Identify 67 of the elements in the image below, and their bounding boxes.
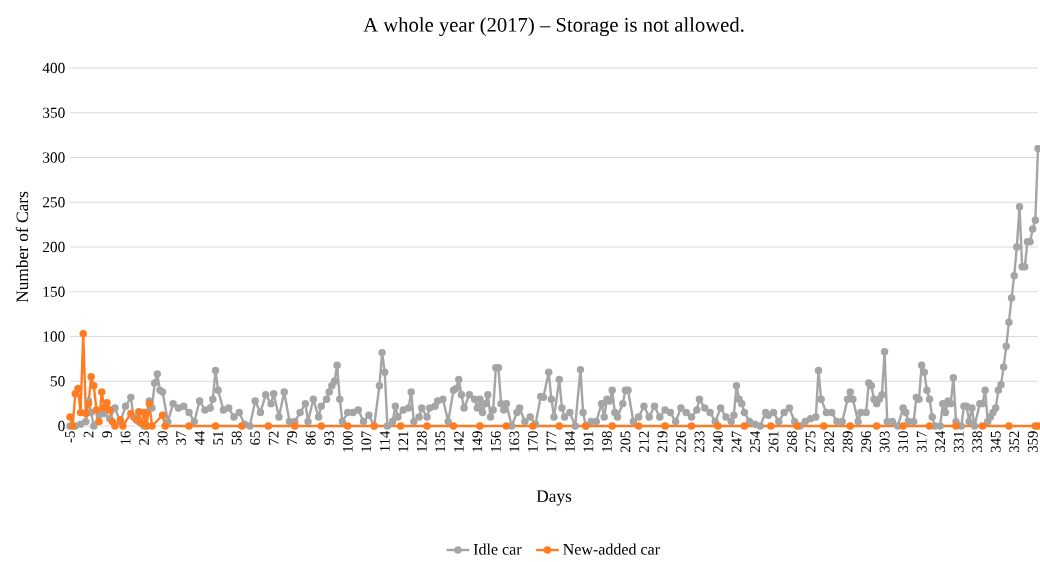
- x-tick-label: 240: [713, 431, 723, 453]
- x-tick-label: 86: [305, 431, 316, 445]
- x-tick-label: 359: [1027, 431, 1038, 452]
- x-tick-label: 268: [787, 431, 797, 453]
- legend-label: New-added car: [563, 543, 660, 555]
- x-tick-label: 198: [601, 431, 612, 452]
- x-tick-label: 296: [861, 431, 872, 453]
- x-tick-label: 170: [527, 431, 538, 452]
- x-tick-label: 233: [694, 431, 705, 453]
- y-tick-label: 100: [43, 331, 65, 342]
- x-tick-label: 156: [490, 431, 501, 452]
- x-tick-label: 58: [231, 431, 242, 445]
- x-tick-label: 107: [361, 431, 372, 452]
- legend-label: Idle car: [473, 543, 522, 555]
- x-tick-label: 338: [972, 431, 983, 452]
- x-tick-label: 100: [342, 431, 353, 452]
- x-tick-label: 9: [102, 431, 112, 438]
- x-tick-label: 142: [453, 431, 464, 452]
- x-tick-label: 114: [379, 430, 390, 451]
- x-tick-label: 79: [287, 431, 298, 445]
- x-tick-label: 247: [731, 431, 742, 453]
- x-tick-label: 212: [639, 431, 649, 453]
- x-tick-label: 352: [1009, 431, 1020, 452]
- x-tick-label: 30: [157, 431, 168, 445]
- x-tick-label: -5: [65, 431, 75, 443]
- y-tick-label: 200: [42, 241, 65, 253]
- x-tick-label: 275: [805, 431, 816, 453]
- y-tick-label: 300: [43, 152, 65, 163]
- x-tick-label: 226: [676, 431, 686, 453]
- x-tick-label: 72: [268, 431, 279, 445]
- x-tick-label: 135: [435, 431, 446, 452]
- x-axis-title: Days: [536, 490, 572, 506]
- x-tick-label: 191: [583, 431, 594, 452]
- x-tick-label: 23: [139, 431, 149, 445]
- y-axis-title: Number of Cars: [15, 191, 29, 303]
- chart-title: A whole year (2017) – Storage is not allowed.: [363, 17, 744, 37]
- x-tick-label: 254: [750, 430, 760, 453]
- x-tick-label: 205: [620, 431, 631, 453]
- y-tick-label: 50: [50, 376, 65, 387]
- x-tick-label: 303: [879, 431, 890, 452]
- x-tick-label: 345: [990, 431, 1001, 452]
- x-tick-label: 261: [768, 431, 779, 453]
- x-tick-label: 2: [83, 431, 94, 438]
- x-tick-label: 128: [416, 431, 427, 452]
- x-tick-label: 310: [898, 431, 909, 452]
- y-tick-label: 350: [43, 107, 65, 118]
- y-tick-label: 150: [43, 286, 65, 297]
- x-tick-label: 149: [472, 431, 483, 452]
- y-tick-label: 0: [58, 420, 65, 432]
- x-tick-label: 317: [916, 431, 927, 452]
- x-tick-label: 65: [250, 431, 261, 445]
- x-tick-label: 163: [509, 431, 520, 452]
- x-tick-label: 331: [953, 431, 964, 452]
- x-tick-label: 324: [935, 430, 946, 452]
- x-tick-label: 51: [213, 431, 224, 445]
- x-tick-label: 184: [564, 430, 575, 452]
- y-tick-label: 250: [42, 197, 65, 208]
- x-tick-label: 282: [824, 431, 835, 453]
- x-tick-label: 289: [842, 431, 853, 453]
- x-tick-label: 16: [120, 431, 131, 445]
- x-tick-label: 177: [546, 431, 557, 452]
- x-tick-label: 37: [176, 431, 187, 445]
- x-tick-label: 93: [324, 431, 335, 445]
- y-tick-label: 400: [42, 62, 65, 74]
- x-tick-label: 44: [194, 430, 205, 446]
- x-tick-label: 121: [398, 431, 409, 452]
- x-tick-label: 219: [657, 431, 668, 453]
